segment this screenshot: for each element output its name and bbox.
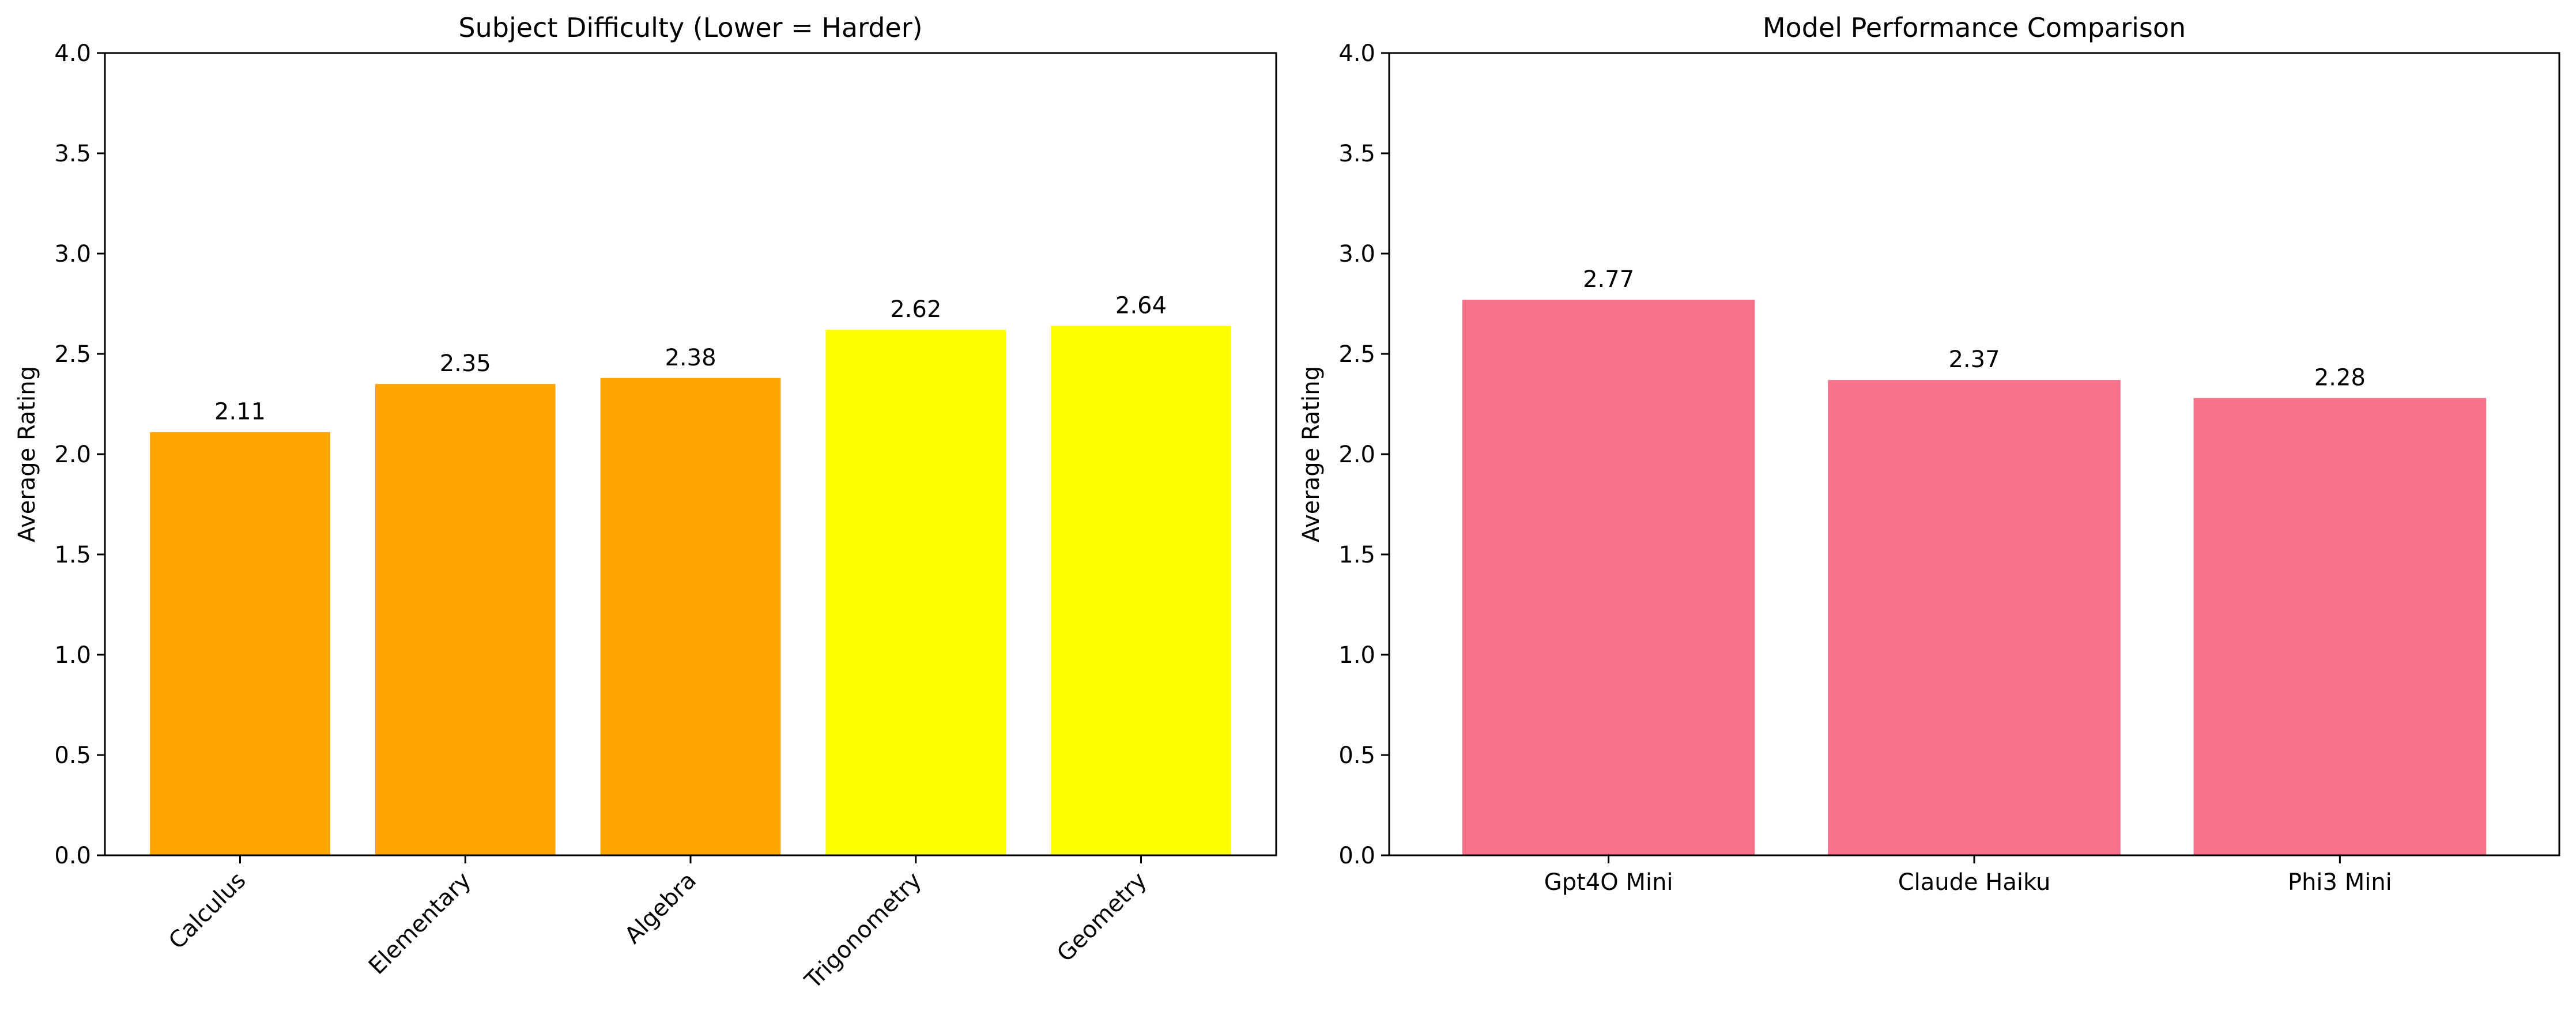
y-tick-label: 1.5 (1338, 542, 1375, 568)
bars-group: 2.77 2.37 2.28 (1462, 266, 2487, 855)
bar (1828, 380, 2121, 855)
y-axis-label: Average Rating (14, 366, 40, 542)
plot-frame (1388, 52, 2560, 856)
bar (600, 378, 781, 855)
y-tick-label: 2.5 (54, 341, 91, 368)
bars-group: 2.11 2.35 2.38 2.62 2.64 (150, 292, 1231, 855)
data-label: 2.37 (1948, 346, 2000, 373)
data-label: 2.77 (1583, 266, 1634, 293)
bar (1462, 300, 1755, 855)
y-tick-label: 1.0 (54, 642, 91, 669)
data-label: 2.11 (214, 399, 266, 425)
y-ticks: 0.0 0.5 1.0 1.5 2.0 2.5 3.0 3.5 4.0 (1338, 40, 1389, 869)
y-axis-label: Average Rating (1298, 366, 1325, 542)
y-ticks: 0.0 0.5 1.0 1.5 2.0 2.5 3.0 3.5 4.0 (54, 40, 105, 869)
y-tick-label: 3.0 (54, 241, 91, 267)
y-tick-label: 0.0 (54, 843, 91, 869)
y-tick-label: 3.5 (1338, 141, 1375, 167)
y-tick-label: 0.0 (1338, 843, 1375, 869)
data-label: 2.28 (2314, 365, 2366, 391)
y-tick-label: 0.5 (54, 742, 91, 769)
y-tick-label: 3.5 (54, 141, 91, 167)
y-tick-label: 2.0 (54, 441, 91, 468)
x-tick-label: Claude Haiku (1898, 869, 2051, 896)
y-tick-label: 1.5 (54, 542, 91, 568)
x-ticks: Gpt4O Mini Claude Haiku Phi3 Mini (1544, 855, 2392, 896)
plot-frame (104, 52, 1277, 856)
data-label: 2.38 (665, 345, 716, 371)
data-label: 2.35 (440, 350, 491, 377)
x-tick-label: Phi3 Mini (2288, 869, 2392, 896)
y-tick-label: 0.5 (1338, 742, 1375, 769)
y-tick-label: 2.0 (1338, 441, 1375, 468)
subject-difficulty-chart: Subject Difficulty (Lower = Harder) Aver… (14, 12, 1277, 994)
y-tick-label: 3.0 (1338, 241, 1375, 267)
bar (150, 432, 330, 855)
model-performance-chart: Model Performance Comparison Average Rat… (1298, 12, 2560, 896)
y-tick-label: 2.5 (1338, 341, 1375, 368)
bar (2193, 398, 2487, 855)
bar (375, 384, 556, 855)
bar (1051, 326, 1231, 855)
chart-title: Subject Difficulty (Lower = Harder) (458, 12, 922, 43)
bar (825, 330, 1006, 855)
data-label: 2.62 (890, 296, 941, 323)
chart-title: Model Performance Comparison (1763, 12, 2186, 43)
data-label: 2.64 (1115, 292, 1167, 319)
y-tick-label: 1.0 (1338, 642, 1375, 669)
x-tick-label: Gpt4O Mini (1544, 869, 1673, 896)
y-tick-label: 4.0 (1338, 40, 1375, 67)
y-tick-label: 4.0 (54, 40, 91, 67)
